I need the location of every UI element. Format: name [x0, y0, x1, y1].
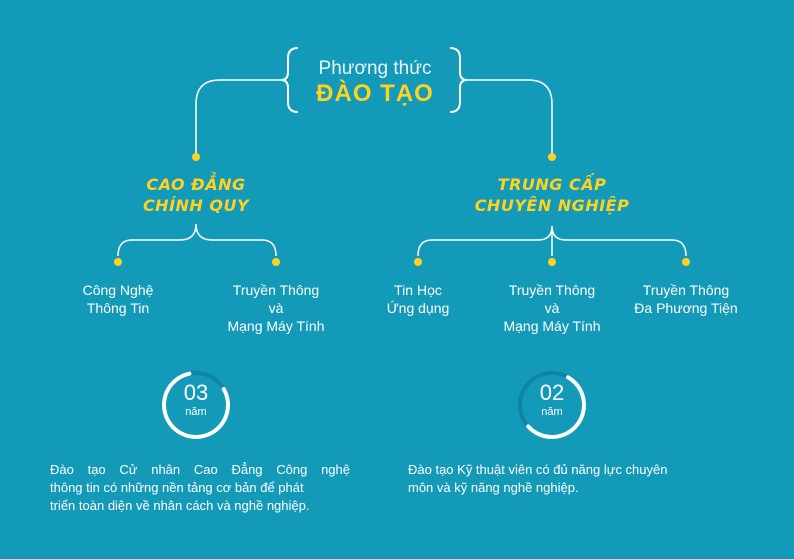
- node-left-program: [192, 153, 200, 161]
- major-line: Mạng Máy Tính: [503, 318, 601, 334]
- node-left-major-1: [114, 258, 122, 266]
- major-line: và: [544, 300, 560, 316]
- description-cao-dang: Đào tạo Cử nhân Cao Đẳng Công nghệ thông…: [50, 461, 350, 515]
- node-right-major-3: [682, 258, 690, 266]
- connector-left-program: [195, 79, 281, 156]
- major-line: Mạng Máy Tính: [227, 318, 325, 334]
- major-cong-nghe-thong-tin: Công Nghệ Thông Tin: [58, 281, 178, 317]
- duration-ring-progress-left: [162, 371, 230, 439]
- major-truyen-thong-da-phuong-tien: Truyền Thông Đa Phương Tiện: [616, 281, 756, 317]
- duration-number-left: 03: [183, 380, 209, 405]
- major-line: và: [268, 300, 284, 316]
- description-line: Đào tạo Cử nhân Cao Đẳng Công nghệ: [50, 462, 350, 477]
- connector-right-program: [467, 79, 553, 156]
- major-truyen-thong-mang-may-tinh-cd: Truyền Thông và Mạng Máy Tính: [206, 281, 346, 335]
- connector-left-majors: [117, 223, 277, 257]
- major-line: Truyền Thông: [642, 282, 730, 298]
- description-line: Đào tạo Kỹ thuật viên có đủ năng lực chu…: [408, 462, 668, 477]
- major-line: Thông Tin: [86, 300, 150, 316]
- major-line: Đa Phương Tiện: [634, 300, 738, 316]
- major-truyen-thong-mang-may-tinh-tc: Truyền Thông và Mạng Máy Tính: [482, 281, 622, 335]
- major-line: Truyền Thông: [232, 282, 320, 298]
- duration-ring-progress-right: [526, 375, 586, 439]
- major-line: Công Nghệ: [82, 282, 154, 298]
- program-name-line: TRUNG CẤP: [497, 175, 607, 194]
- program-name-line: CHÍNH QUY: [142, 196, 250, 215]
- description-trung-cap: Đào tạo Kỹ thuật viên có đủ năng lực chu…: [408, 461, 728, 497]
- duration-unit-left: năm: [185, 406, 207, 418]
- program-name-trung-cap: TRUNG CẤP CHUYÊN NGHIỆP: [462, 174, 642, 216]
- title-line-1: Phương thức: [318, 58, 432, 79]
- connector-right-majors: [417, 225, 687, 257]
- node-right-major-1: [414, 258, 422, 266]
- program-name-line: CHUYÊN NGHIỆP: [474, 196, 630, 215]
- description-line: triển toàn diện về nhân cách và nghề ngh…: [50, 498, 310, 513]
- major-line: Tin Học: [394, 282, 442, 298]
- description-line: môn và kỹ năng nghề nghiệp.: [408, 480, 579, 495]
- node-right-major-2: [548, 258, 556, 266]
- title-line-2: ĐÀO TẠO: [316, 80, 434, 107]
- duration-number-right: 02: [539, 380, 565, 405]
- program-name-line: CAO ĐẲNG: [146, 175, 246, 194]
- program-name-cao-dang: CAO ĐẲNG CHÍNH QUY: [126, 174, 266, 216]
- major-line: Ứng dụng: [386, 300, 450, 316]
- major-tin-hoc-ung-dung: Tin Học Ứng dụng: [363, 281, 473, 317]
- node-right-program: [548, 153, 556, 161]
- major-line: Truyền Thông: [508, 282, 596, 298]
- duration-unit-right: năm: [541, 406, 563, 418]
- description-line: thông tin có những nền tảng cơ bản để ph…: [50, 480, 304, 495]
- node-left-major-2: [272, 258, 280, 266]
